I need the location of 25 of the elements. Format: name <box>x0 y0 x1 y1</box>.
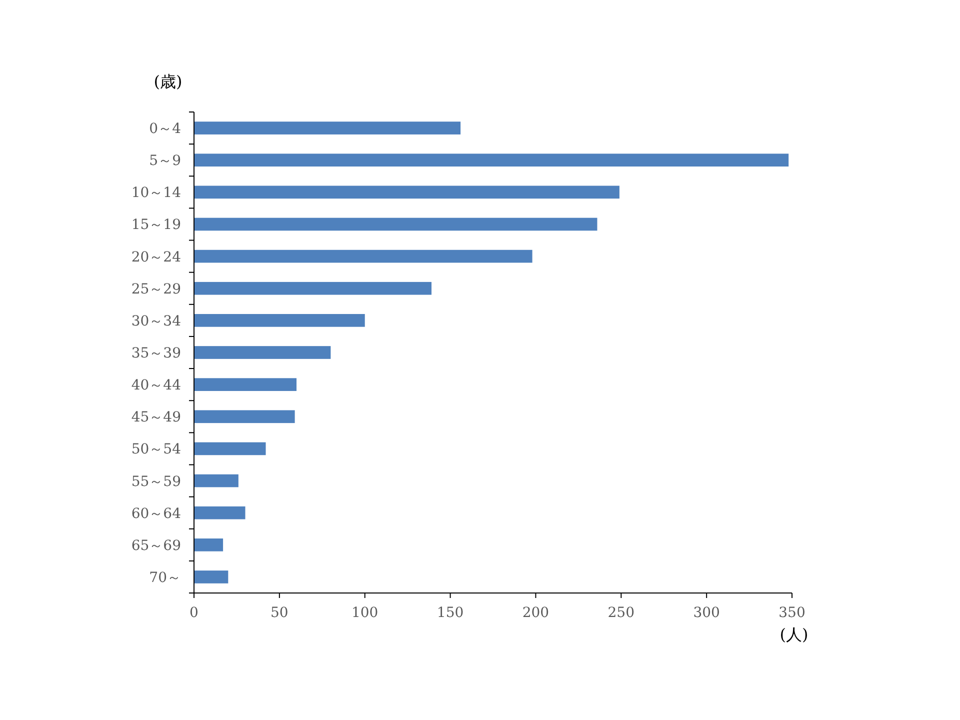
x-tick-label: 100 <box>351 605 378 621</box>
x-tick-label: 300 <box>693 605 720 621</box>
x-axis-title: (人) <box>780 625 808 644</box>
y-tick-label: 60～64 <box>131 506 182 522</box>
y-tick-label: 40～44 <box>131 378 182 394</box>
y-tick-label: 55～59 <box>131 474 181 490</box>
y-tick-label: 50～54 <box>131 442 182 458</box>
y-tick-label: 25～29 <box>131 281 181 298</box>
x-tick-label: 200 <box>522 605 550 621</box>
x-tick-label: 150 <box>436 605 464 621</box>
x-tick-label: 50 <box>270 605 288 621</box>
y-tick-label: 5～9 <box>149 153 181 170</box>
y-tick-label: 15～19 <box>131 217 181 234</box>
x-tick-label: 350 <box>778 605 806 621</box>
y-tick-label: 30～34 <box>131 313 182 330</box>
y-tick-label: 35～39 <box>131 346 181 362</box>
y-tick-label: 65～69 <box>131 538 181 554</box>
x-tick-label: 0 <box>190 605 198 621</box>
y-tick-label: 70～ <box>149 570 181 586</box>
y-tick-label: 45～49 <box>131 410 181 426</box>
y-tick-label: 0～4 <box>149 121 182 138</box>
y-tick-label: 20～24 <box>131 249 182 266</box>
y-tick-label: 10～14 <box>131 185 182 202</box>
x-tick-label: 250 <box>608 605 635 621</box>
y-axis-title: (歳) <box>154 72 182 91</box>
